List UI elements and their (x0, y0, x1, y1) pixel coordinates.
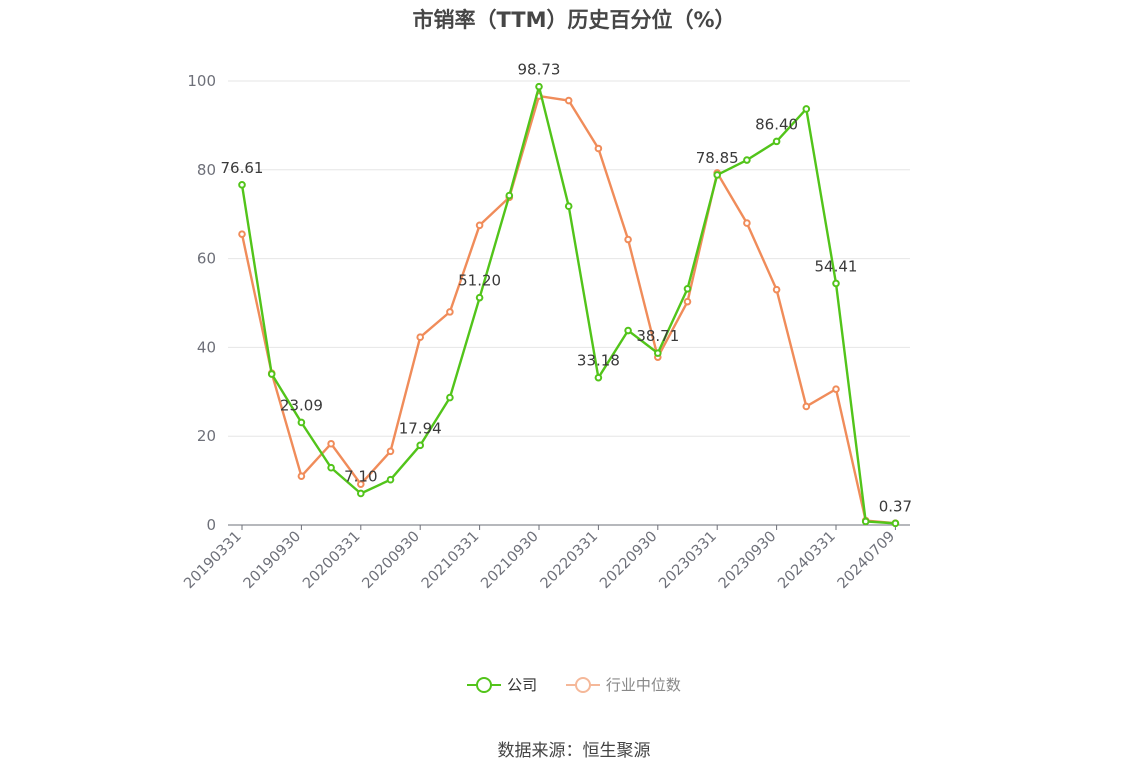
industry-median-data-point (743, 219, 751, 227)
data-label: 76.61 (221, 159, 264, 177)
company-data-point (564, 202, 573, 211)
company-data-point (357, 489, 365, 498)
data-label: 86.40 (755, 115, 798, 133)
data-label: 54.41 (815, 257, 858, 275)
x-tick-label: 20210930 (478, 529, 542, 593)
industry-median-data-point (416, 333, 425, 341)
legend-marker-icon (565, 675, 600, 695)
data-label: 51.20 (458, 272, 501, 290)
data-label: 78.85 (696, 149, 739, 167)
company-data-point (416, 441, 425, 450)
y-tick-label: 100 (187, 72, 216, 90)
industry-median-data-point (386, 447, 395, 456)
x-tick-label: 20210331 (419, 529, 483, 593)
legend-label: 公司 (507, 676, 538, 694)
legend-item-company[interactable]: 公司 (467, 674, 537, 695)
industry-median-data-point (772, 285, 781, 294)
company-data-point (267, 370, 276, 378)
company-data-point (297, 418, 306, 427)
industry-median-data-point (624, 235, 632, 244)
company-data-point (654, 349, 662, 357)
data-label: 33.18 (577, 352, 620, 370)
industry-median-data-point (357, 480, 365, 488)
company-data-point (238, 181, 246, 189)
company-data-point (683, 284, 692, 293)
data-source-note: 数据来源：恒生聚源 (497, 741, 651, 761)
data-label: 23.09 (280, 396, 323, 414)
y-tick-label: 80 (197, 161, 216, 179)
company-data-point (446, 393, 454, 402)
data-label: 17.94 (399, 419, 442, 437)
x-tick-label: 20190331 (181, 529, 245, 593)
data-label: 98.73 (518, 61, 561, 79)
x-tick-label: 20220930 (597, 529, 661, 593)
industry-median-data-point (297, 472, 306, 480)
industry-median-data-point (446, 308, 454, 316)
industry-median-data-point (683, 297, 692, 306)
chart-title: 市销率（TTM）历史百分位（%） (412, 8, 736, 32)
data-label: 0.37 (879, 497, 912, 515)
industry-median-data-point (594, 144, 603, 153)
company-data-point (505, 191, 514, 200)
industry-median-data-point (802, 402, 811, 411)
legend: 公司 行业中位数 (0, 674, 1148, 699)
company-data-point (743, 156, 751, 164)
company-data-point (475, 293, 484, 302)
legend-item-industry-median[interactable]: 行业中位数 (565, 674, 681, 695)
x-tick-label: 20190930 (241, 529, 305, 593)
company-data-point (772, 137, 781, 146)
industry-median-data-point (238, 230, 246, 238)
company-data-point (327, 463, 335, 472)
company-data-point (624, 326, 632, 335)
industry-median-series-line (240, 94, 896, 525)
company-data-point (713, 171, 722, 179)
y-tick-label: 40 (197, 338, 216, 356)
x-tick-label: 20230331 (657, 529, 721, 593)
industry-median-data-point (475, 221, 484, 230)
y-tick-label: 0 (206, 516, 216, 534)
legend-marker-icon (467, 675, 502, 695)
x-tick-label: 20240709 (835, 529, 899, 593)
company-data-point (386, 475, 395, 484)
data-label: 38.71 (636, 327, 679, 345)
y-tick-label: 60 (197, 250, 216, 268)
company-data-point (594, 373, 603, 382)
industry-median-data-point (327, 439, 335, 448)
company-data-point (861, 517, 870, 526)
y-tick-label: 20 (197, 427, 216, 445)
x-tick-label: 20230930 (716, 529, 780, 593)
legend-label: 行业中位数 (605, 676, 681, 694)
x-tick-label: 20240331 (775, 529, 839, 593)
company-data-point (891, 519, 900, 528)
data-label: 7.10 (344, 467, 377, 485)
x-tick-label: 20220331 (538, 529, 602, 593)
company-data-point (802, 105, 811, 113)
industry-median-data-point (832, 385, 840, 393)
x-tick-label: 20200331 (300, 529, 364, 593)
industry-median-data-point (564, 96, 573, 105)
x-tick-label: 20200930 (360, 529, 424, 593)
company-data-point (832, 279, 840, 288)
company-data-point (535, 82, 543, 91)
